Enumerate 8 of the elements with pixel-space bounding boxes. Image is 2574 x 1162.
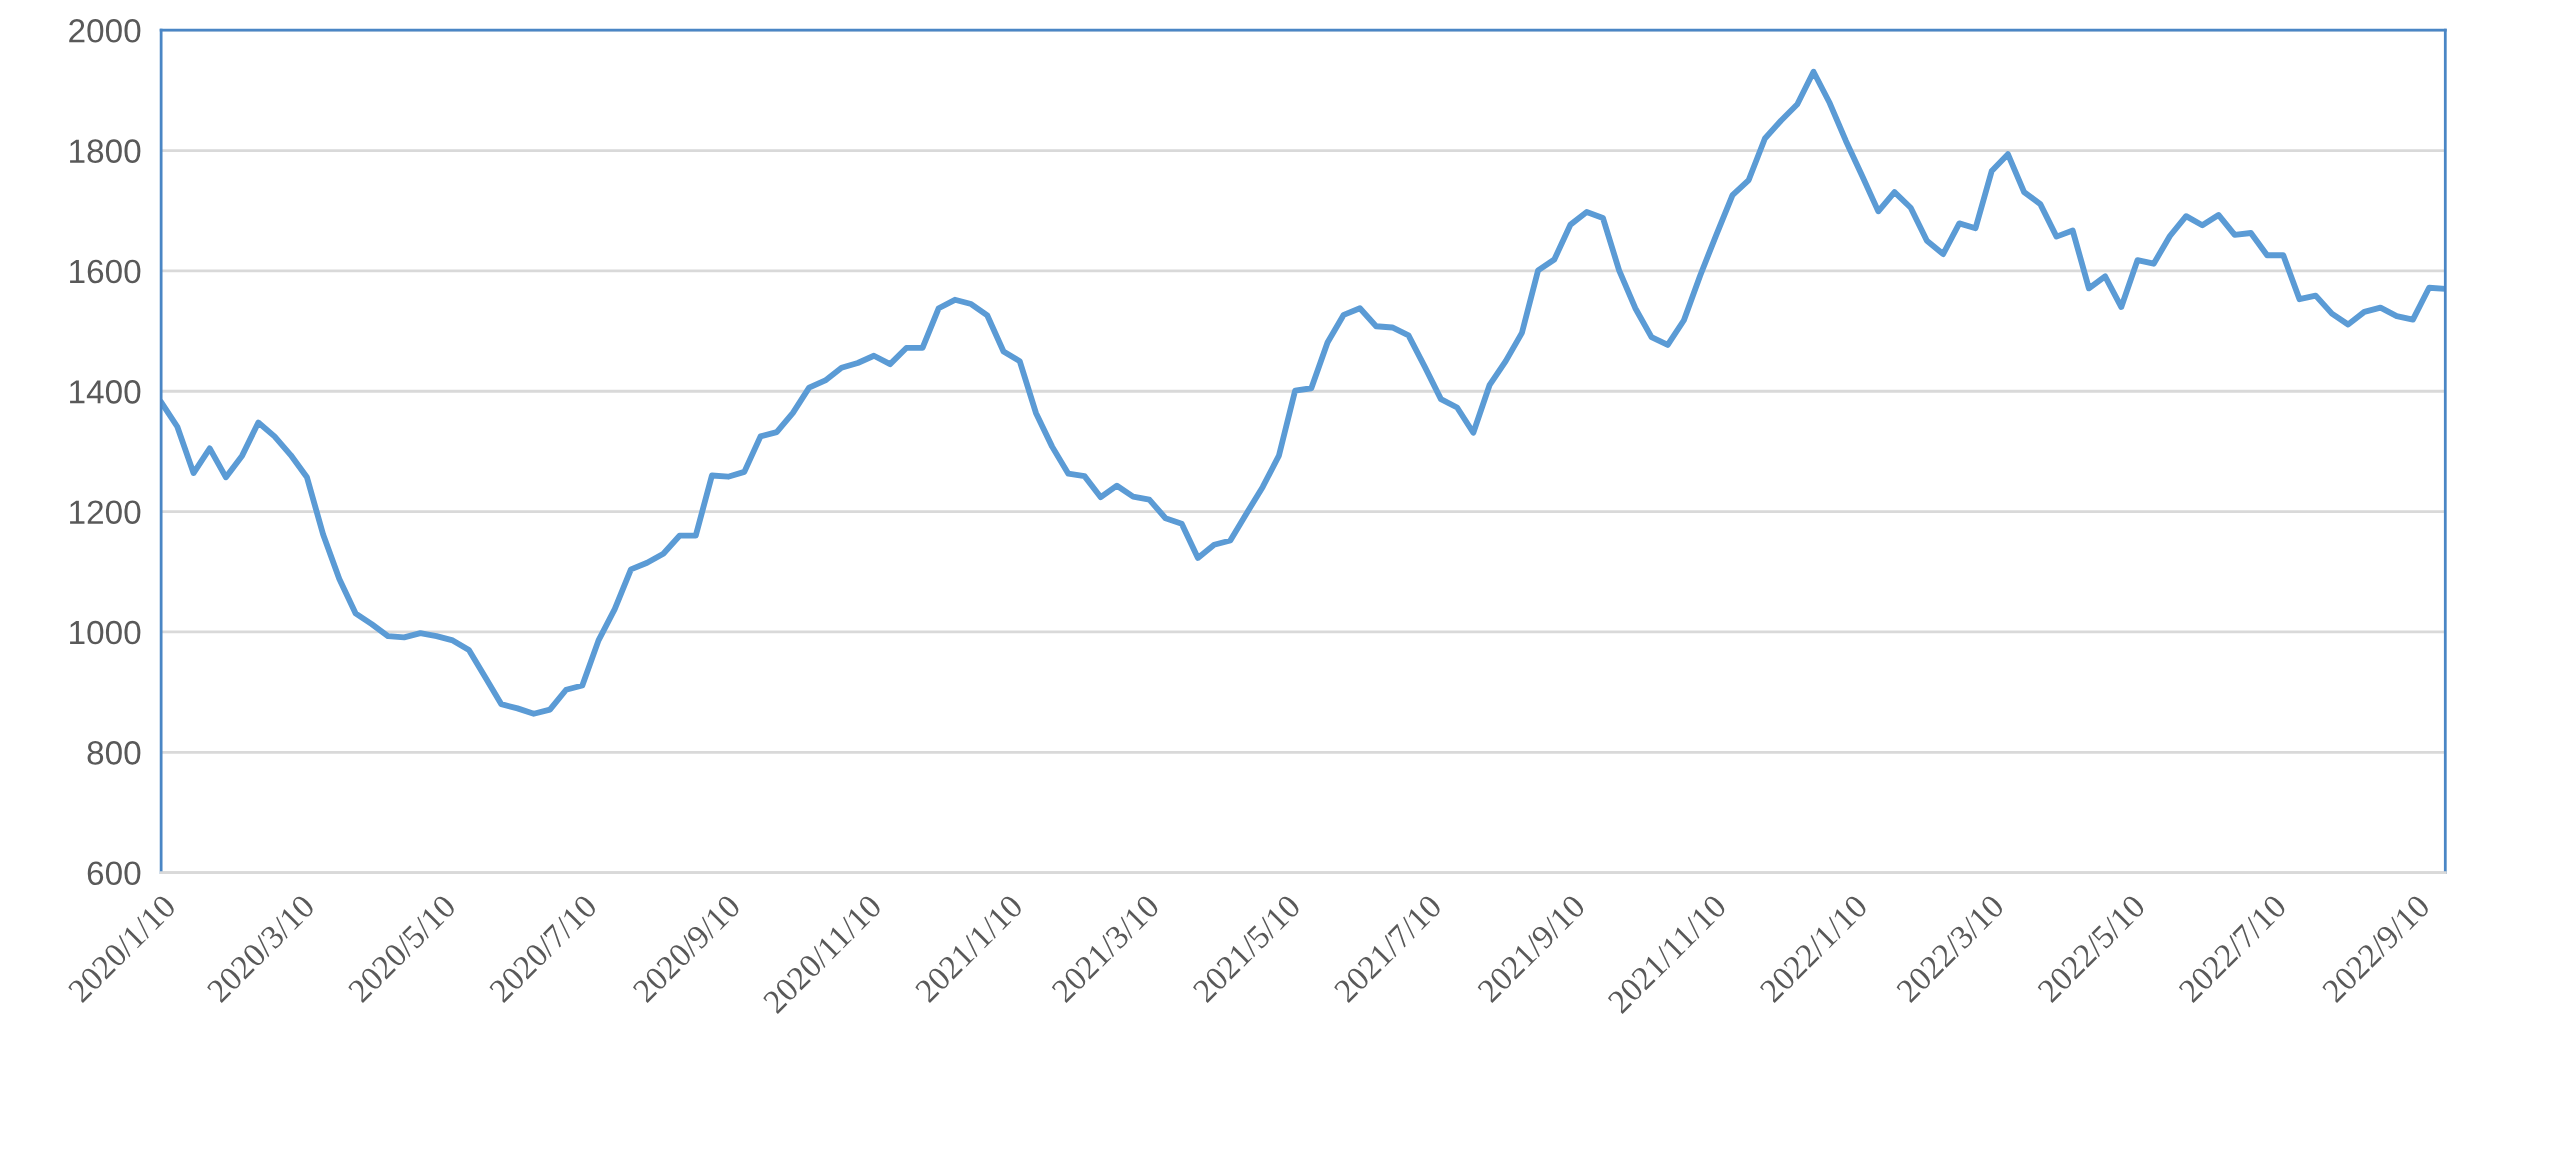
y-tick-label: 1200: [70, 500, 141, 525]
y-tick-label: 1400: [70, 380, 141, 404]
y-tick-label: 800: [87, 741, 141, 765]
y-tick-label: 600: [87, 861, 141, 886]
y-tick-label: 1600: [70, 259, 141, 284]
y-tick-label: 2000: [69, 19, 141, 43]
y-tick-label: 1800: [70, 139, 141, 163]
y-tick-label: 1000: [70, 620, 141, 645]
